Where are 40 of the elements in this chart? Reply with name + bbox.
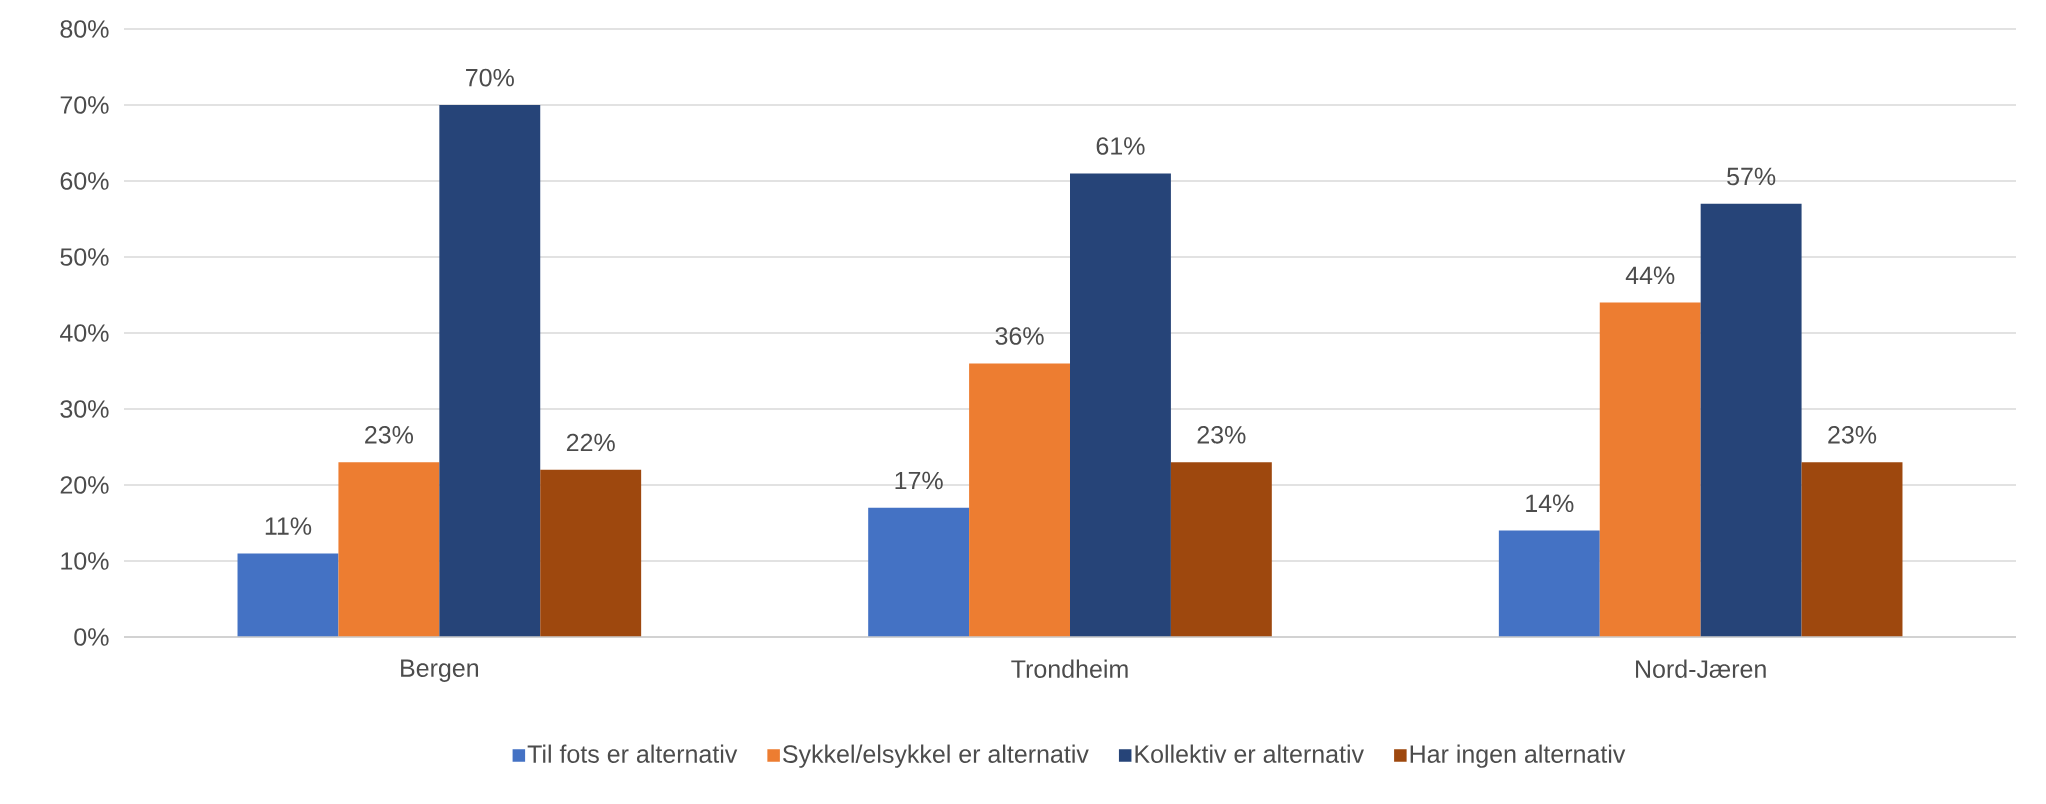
y-tick-label: 70% <box>60 96 109 114</box>
bar <box>237 553 339 637</box>
y-tick-label: 40% <box>60 324 109 342</box>
y-tick-label: 60% <box>60 172 109 190</box>
legend-label: Har ingen alternativ <box>1410 744 1626 768</box>
data-label: 23% <box>1828 425 1877 444</box>
bar <box>338 462 440 637</box>
legend-label: Sykkel/elsykkel er alternativ <box>783 744 1089 768</box>
data-label: 61% <box>1096 137 1145 155</box>
x-tick-label: Bergen <box>401 659 479 682</box>
y-tick-label: 30% <box>60 400 109 418</box>
bar <box>540 469 642 637</box>
data-label: 17% <box>895 471 943 490</box>
bar <box>868 507 970 637</box>
data-label: 11% <box>265 517 312 535</box>
data-label: 44% <box>1625 266 1675 285</box>
data-label: 36% <box>995 327 1044 345</box>
data-label: 23% <box>365 425 414 444</box>
data-label: 14% <box>1526 494 1574 513</box>
x-tick-label: Nord-Jæren <box>1636 659 1766 678</box>
y-tick-label: 0% <box>74 628 109 646</box>
legend-label: Til fots er alternativ <box>527 744 738 763</box>
bar <box>1498 530 1600 637</box>
data-label: 57% <box>1727 167 1776 186</box>
y-tick-label: 50% <box>60 248 109 266</box>
bar <box>969 363 1070 637</box>
x-tick-label: Trondheim <box>1011 659 1128 678</box>
bar <box>1599 302 1701 637</box>
data-label: 23% <box>1197 425 1246 444</box>
y-tick-label: 10% <box>61 552 109 570</box>
y-tick-label: 80% <box>60 20 109 38</box>
data-label: 22% <box>566 433 615 452</box>
bar <box>439 105 541 637</box>
bar <box>1801 462 1903 637</box>
legend-label: Kollektiv er alternativ <box>1135 744 1364 763</box>
bar <box>1700 203 1802 637</box>
y-tick-label: 20% <box>60 476 109 494</box>
bar <box>1070 173 1171 637</box>
bar <box>1170 462 1272 637</box>
data-label: 70% <box>466 68 514 87</box>
